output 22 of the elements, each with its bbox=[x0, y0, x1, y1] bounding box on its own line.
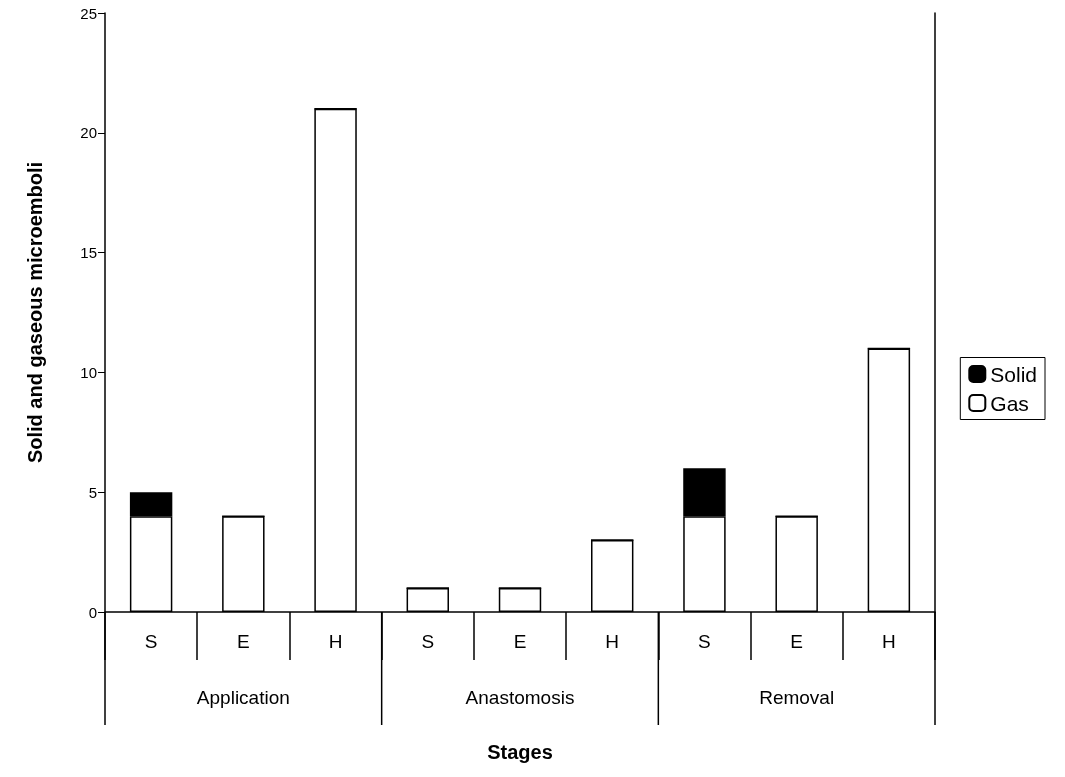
x-tick-label: H bbox=[328, 631, 343, 652]
x-tick-label: S bbox=[421, 631, 435, 652]
x-tick-label: S bbox=[144, 631, 158, 652]
x-tick-label: H bbox=[605, 631, 620, 652]
y-tick-label: 25 bbox=[80, 4, 97, 22]
x-tick-label: E bbox=[790, 631, 804, 652]
y-tick-label: 10 bbox=[80, 363, 97, 381]
x-tick-label: E bbox=[236, 631, 250, 652]
x-axis-title: Stages bbox=[487, 741, 553, 763]
x-tick-label: S bbox=[698, 631, 711, 652]
legend-label: Gas bbox=[990, 391, 1029, 415]
text: Removal bbox=[759, 686, 835, 708]
y-tick-label: 20 bbox=[80, 124, 97, 142]
y-tick-label: 15 bbox=[80, 244, 97, 262]
text: Application bbox=[196, 686, 290, 708]
x-tick-label: H bbox=[882, 631, 896, 652]
y-tick-label: 0 bbox=[88, 603, 97, 621]
x-tick-label: E bbox=[513, 631, 527, 652]
y-tick-label: 5 bbox=[88, 483, 97, 501]
text: Anastomosis bbox=[465, 686, 575, 708]
legend-label: Solid bbox=[990, 362, 1038, 386]
y-axis-title: Solid and gaseous microemboli bbox=[24, 161, 46, 464]
